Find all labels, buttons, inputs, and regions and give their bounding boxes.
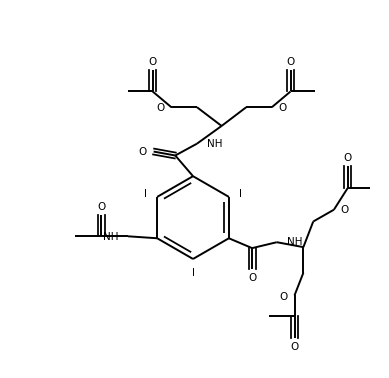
Text: O: O <box>138 147 147 156</box>
Text: NH: NH <box>103 232 118 242</box>
Text: NH: NH <box>287 237 302 247</box>
Text: O: O <box>156 103 165 113</box>
Text: O: O <box>97 202 105 212</box>
Text: O: O <box>290 342 299 352</box>
Text: O: O <box>341 205 349 215</box>
Text: I: I <box>239 189 242 199</box>
Text: O: O <box>286 57 295 67</box>
Text: NH: NH <box>207 139 223 149</box>
Text: O: O <box>279 103 287 113</box>
Text: I: I <box>144 189 147 199</box>
Text: O: O <box>149 57 157 67</box>
Text: I: I <box>191 268 194 278</box>
Text: O: O <box>343 153 352 163</box>
Text: O: O <box>248 273 256 283</box>
Text: O: O <box>279 293 287 302</box>
